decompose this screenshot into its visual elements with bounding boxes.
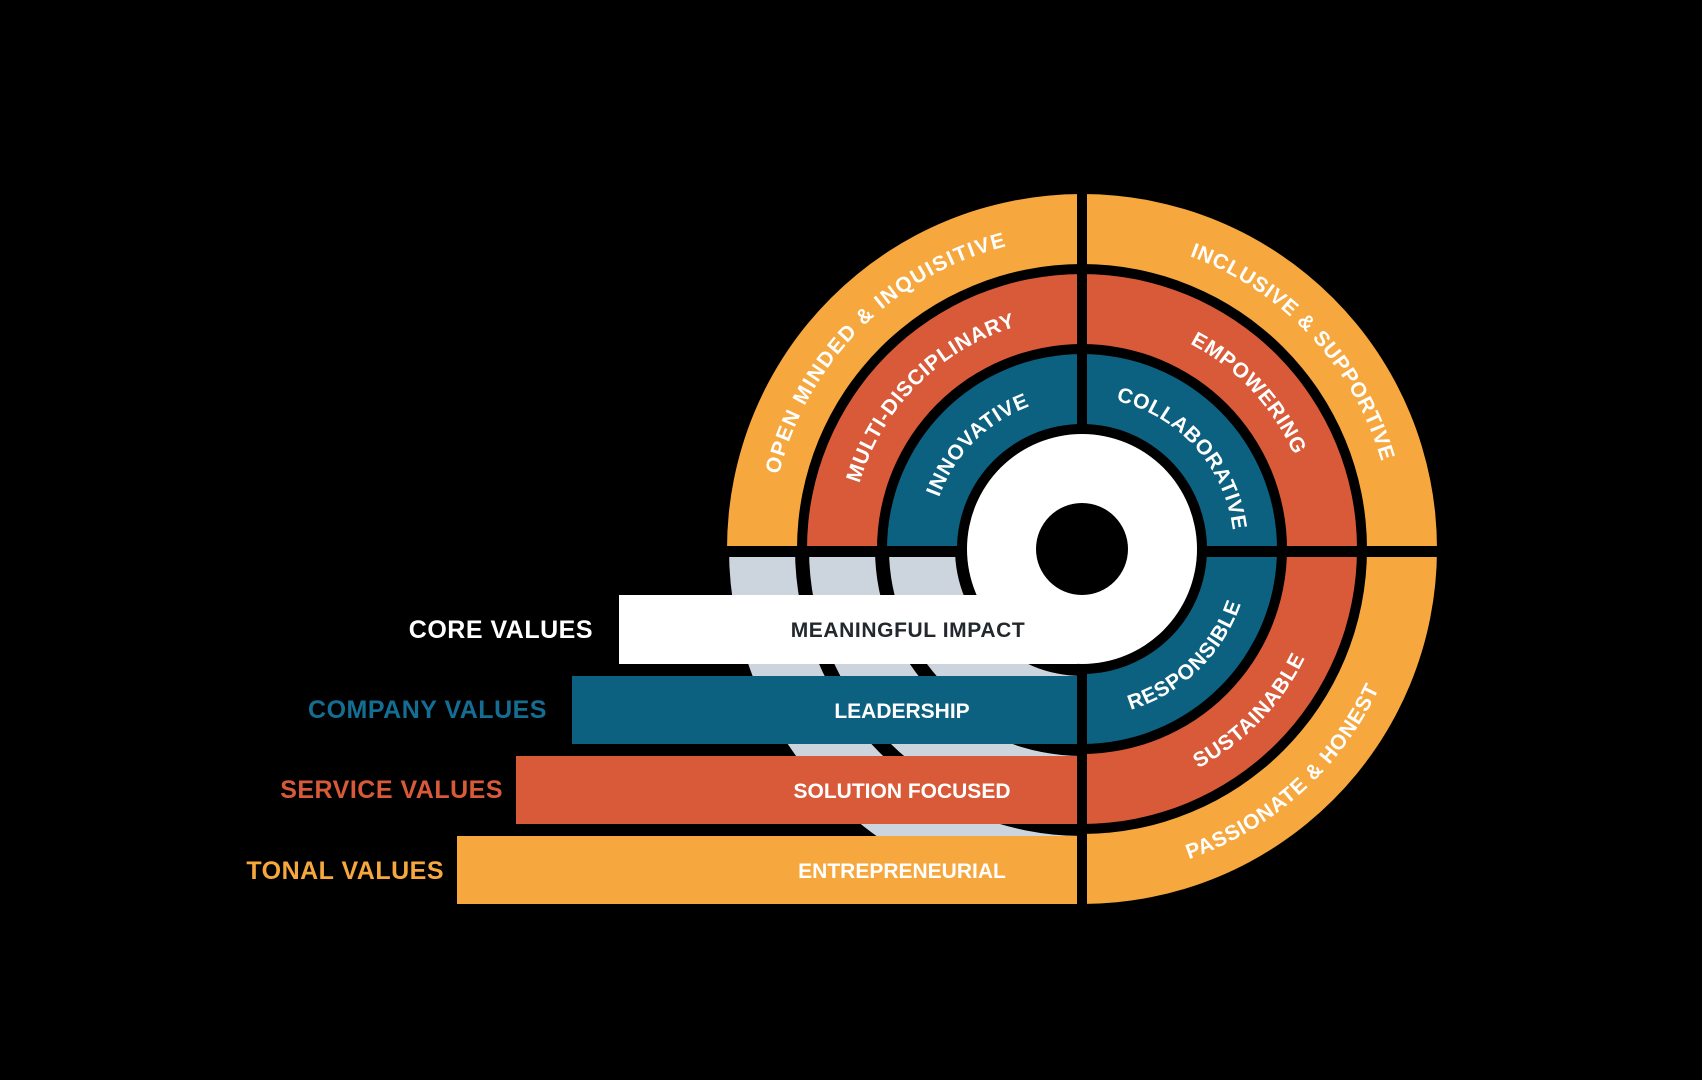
svg-text:TONAL VALUES: TONAL VALUES — [246, 857, 444, 885]
svg-text:ENTREPRENEURIAL: ENTREPRENEURIAL — [798, 860, 1006, 883]
svg-text:SERVICE VALUES: SERVICE VALUES — [280, 776, 503, 804]
svg-text:CORE VALUES: CORE VALUES — [409, 616, 593, 644]
svg-text:LEADERSHIP: LEADERSHIP — [834, 700, 969, 723]
svg-text:SOLUTION FOCUSED: SOLUTION FOCUSED — [793, 780, 1010, 803]
svg-text:COMPANY VALUES: COMPANY VALUES — [308, 696, 547, 724]
svg-text:MEANINGFUL IMPACT: MEANINGFUL IMPACT — [791, 619, 1026, 642]
